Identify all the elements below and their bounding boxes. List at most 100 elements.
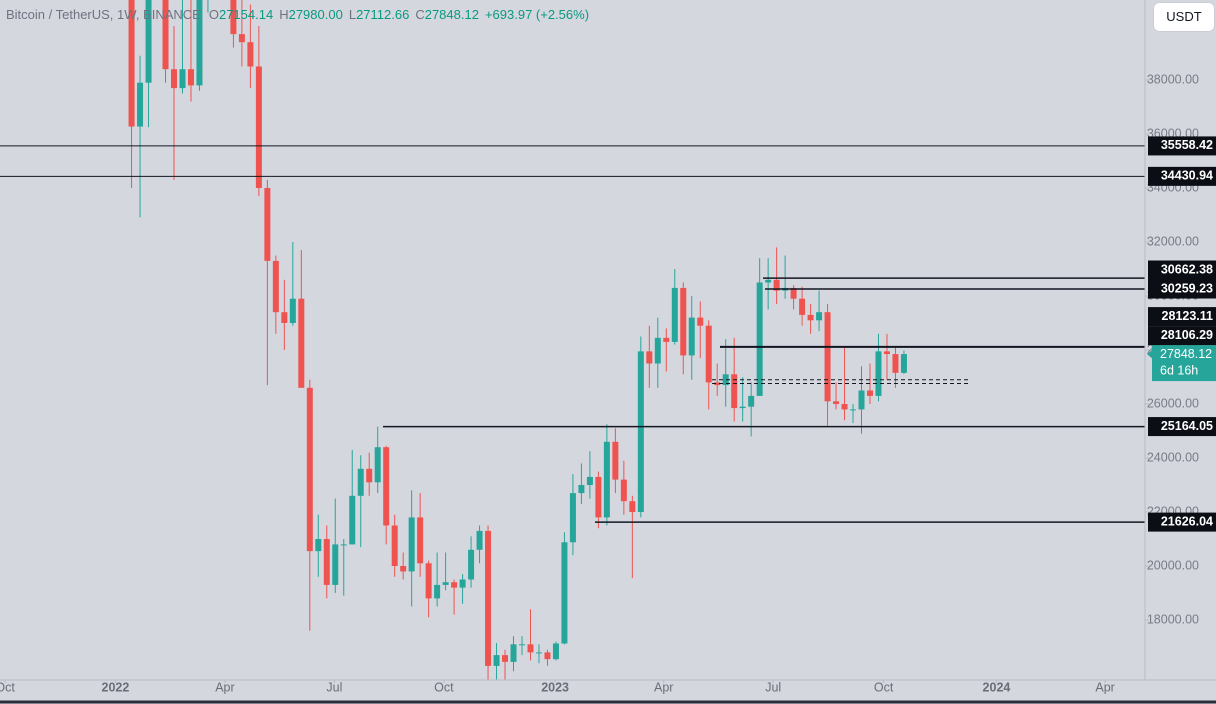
level-box [1148, 417, 1216, 437]
candle-body [306, 387, 313, 552]
level-box [1148, 136, 1216, 156]
candle-body [900, 354, 907, 373]
candle-body [425, 563, 432, 599]
candle-body [137, 82, 144, 127]
candle-body [289, 298, 296, 324]
candle-body [357, 468, 364, 496]
candle-body [485, 530, 492, 666]
candle-body [349, 495, 356, 545]
candle-body [535, 652, 542, 654]
candle-body [612, 441, 619, 480]
candle-body [400, 566, 407, 572]
candle-body [637, 351, 644, 513]
candle-body [850, 409, 857, 411]
y-tick-label: 18000.00 [1147, 612, 1199, 626]
x-tick-label: Oct [0, 680, 15, 694]
candle-body [680, 287, 687, 356]
candle-body [170, 69, 177, 89]
candle-body [748, 395, 755, 407]
candle-body [476, 530, 483, 550]
candle-body [697, 317, 704, 326]
x-tick-label: 2022 [102, 680, 130, 694]
candle-body [459, 579, 466, 588]
candle-body [468, 549, 475, 580]
candle-body [442, 582, 449, 585]
candle-body [705, 325, 712, 383]
candle-body [323, 539, 330, 585]
candle-body [688, 317, 695, 356]
candle-body [883, 351, 890, 355]
level-label: 25164.05 [1161, 419, 1213, 433]
candle-body [561, 542, 568, 644]
candle-body [187, 69, 194, 86]
candle-body [654, 337, 661, 364]
candle-body [756, 282, 763, 396]
candle-body [833, 401, 840, 405]
price-box [1152, 345, 1216, 382]
price-label: 27848.12 [1160, 347, 1212, 361]
ohlc-key: H [279, 7, 289, 22]
candle-body [264, 188, 271, 261]
candle-body [281, 312, 288, 324]
candle-body [586, 476, 593, 486]
currency-button[interactable]: USDT [1154, 3, 1214, 31]
x-tick-label: Oct [434, 680, 454, 694]
candle-body [773, 279, 780, 291]
symbol: Bitcoin / TetherUS, 1W, BINANCE [6, 7, 201, 22]
candle-body [739, 406, 746, 409]
level-label: 30259.23 [1161, 281, 1213, 295]
level-box [1148, 166, 1216, 186]
candle-body [892, 354, 899, 373]
level-label: 35558.42 [1161, 138, 1213, 152]
countdown: 6d 16h [1160, 363, 1198, 377]
ohlc-key: C [415, 7, 425, 22]
candle-body [196, 0, 203, 86]
candle-body [595, 476, 602, 518]
candle-body [179, 69, 186, 89]
candle-body [569, 493, 576, 543]
x-tick-label: Jul [765, 680, 781, 694]
candle-body [629, 501, 636, 513]
level-box [1148, 260, 1216, 280]
ohlc-value: 27980.00 [288, 7, 343, 22]
level-box [1148, 279, 1216, 299]
candle-body [451, 582, 458, 588]
level-label: 21626.04 [1161, 514, 1213, 528]
change: +693.97 (+2.56%) [484, 7, 590, 22]
candle-body [671, 287, 678, 342]
candle-body [866, 390, 873, 396]
candle-body [255, 66, 262, 189]
candle-body [722, 374, 729, 386]
candle-body [417, 517, 424, 564]
x-tick-label: Apr [654, 680, 673, 694]
candle-body [238, 34, 245, 43]
candle-body [383, 447, 390, 526]
candle-body [315, 539, 322, 552]
x-tick-label: Oct [874, 680, 894, 694]
candle-body [620, 479, 627, 502]
candle-body [714, 382, 721, 386]
candle-body [391, 525, 398, 567]
ohlc-key: O [208, 7, 219, 22]
x-tick-label: 2023 [541, 680, 569, 694]
candle-body [298, 298, 305, 388]
level-box [1148, 307, 1216, 327]
ohlc-value: 27848.12 [424, 7, 479, 22]
level-label: 30662.38 [1161, 262, 1213, 276]
ohlc-value: 27112.66 [356, 7, 410, 22]
y-tick-label: 24000.00 [1147, 450, 1199, 464]
y-tick-label: 20000.00 [1147, 558, 1199, 572]
candle-body [841, 404, 848, 410]
candle-body [816, 312, 823, 321]
price-pointer [1147, 349, 1153, 360]
candle-body [366, 468, 373, 483]
candle-body [247, 42, 254, 67]
candle-body [493, 655, 500, 666]
x-tick-label: Apr [1095, 680, 1114, 694]
candle-body [765, 279, 772, 283]
ohlc-value: 27154.14 [218, 7, 274, 22]
candle-body [332, 544, 339, 585]
candle-body [502, 655, 509, 662]
candle-body [875, 351, 882, 396]
